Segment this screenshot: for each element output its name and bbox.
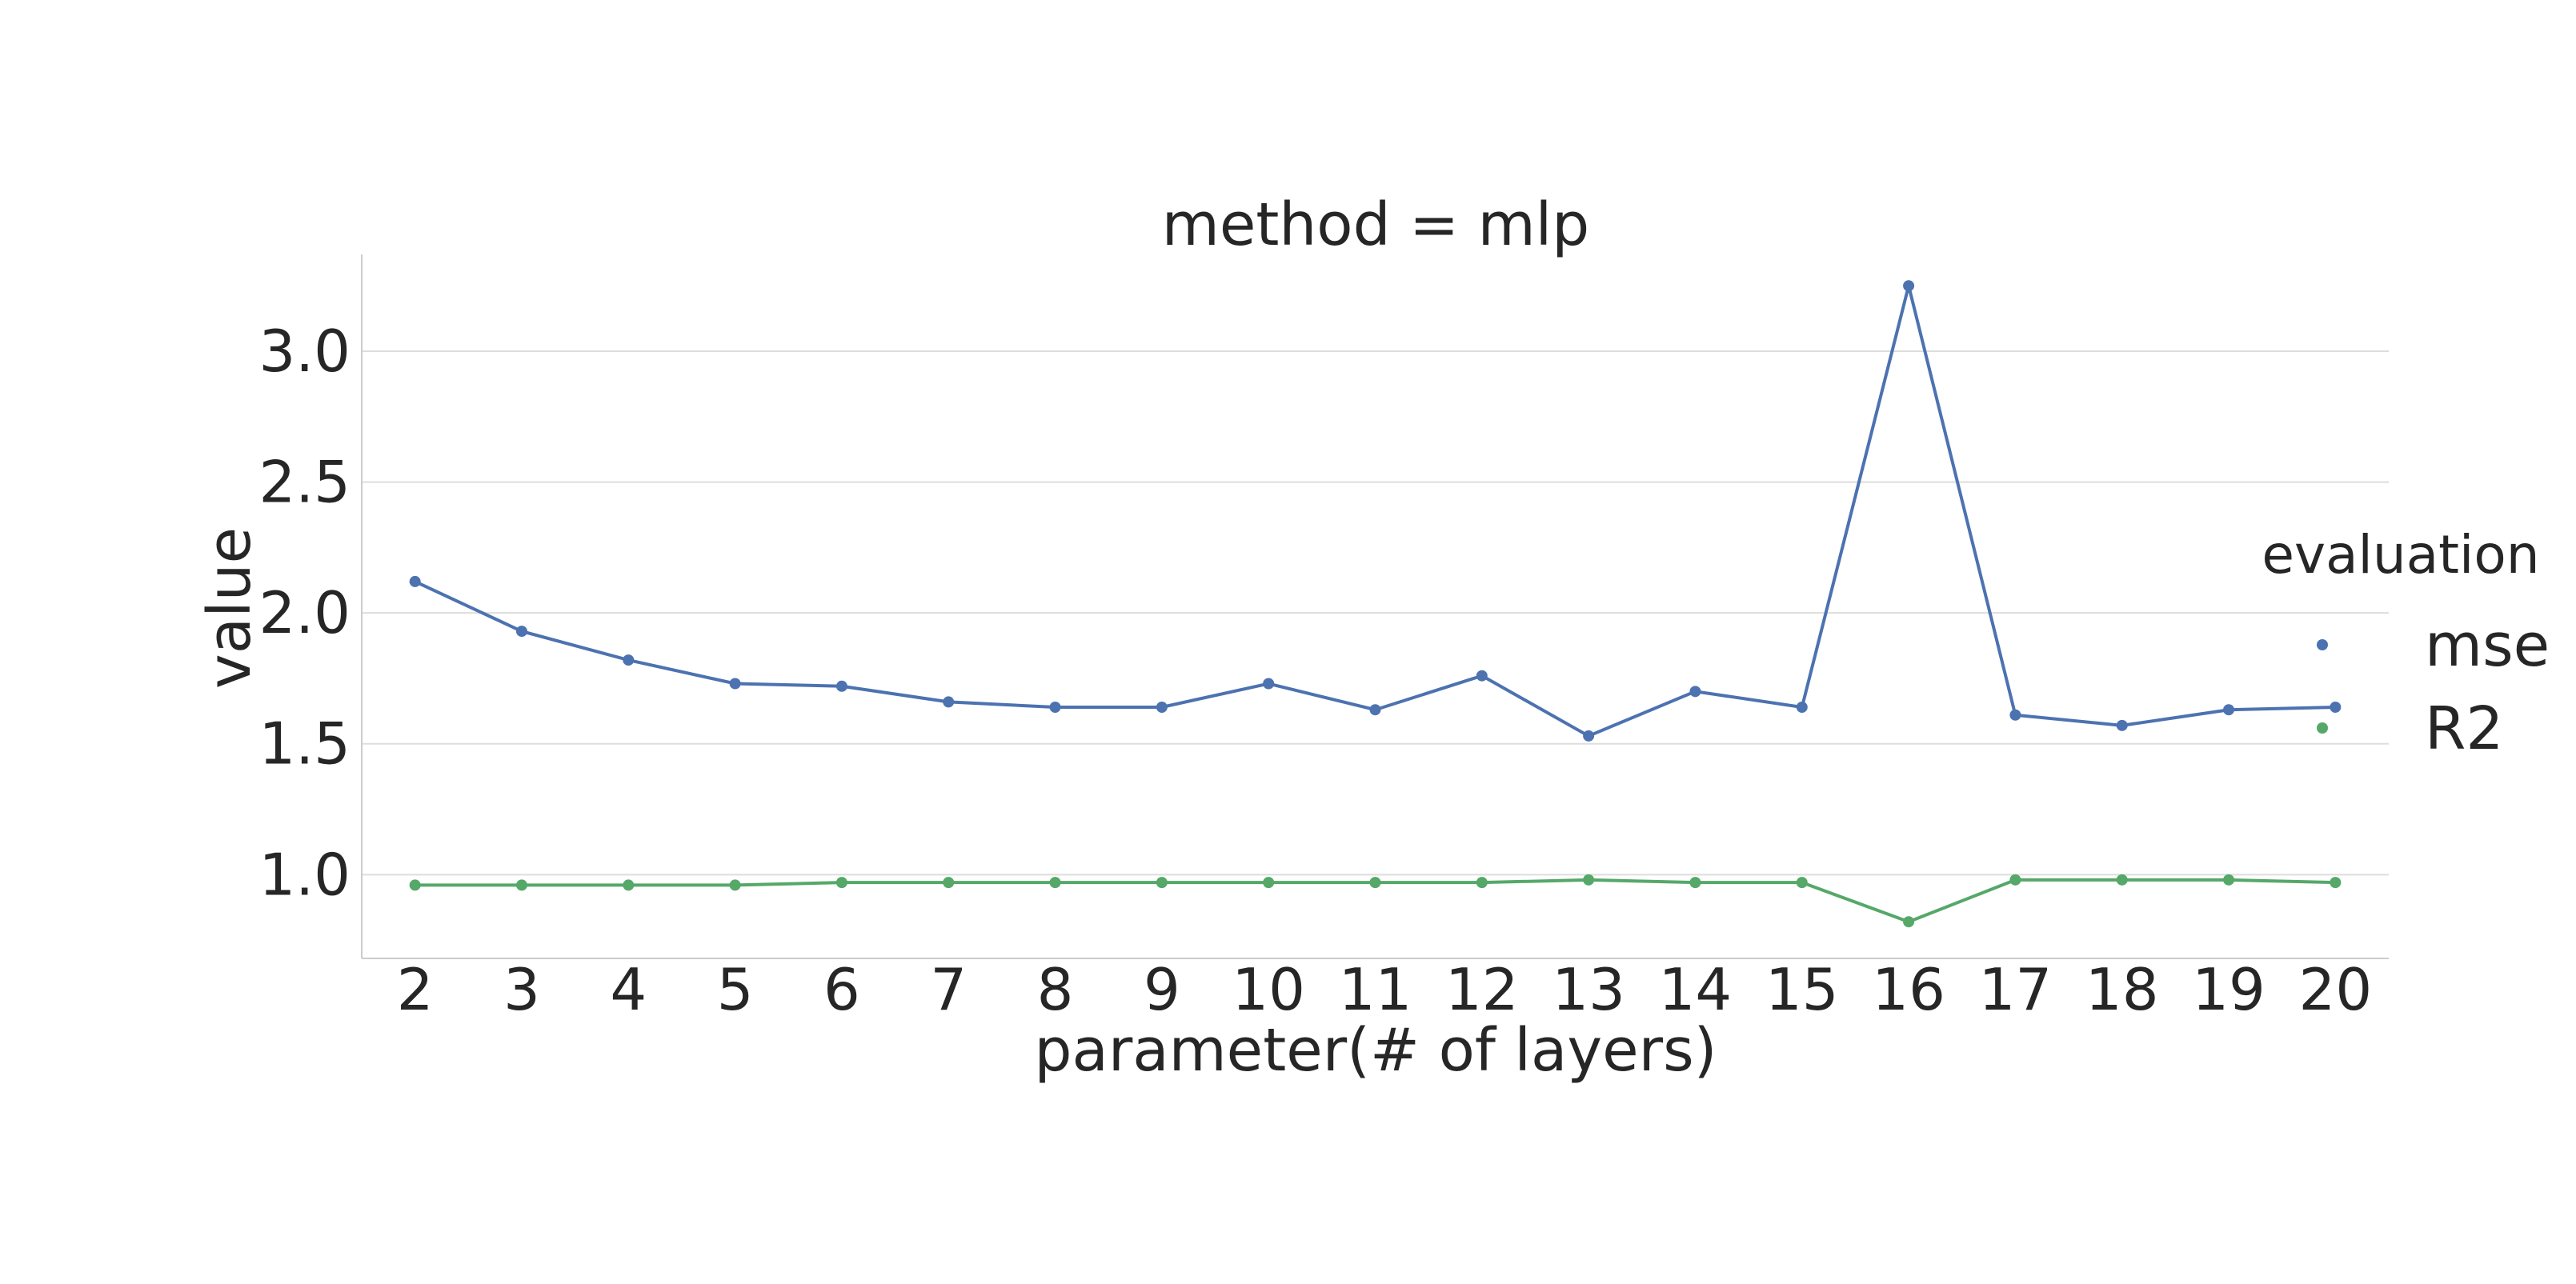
legend-title: evaluation (2262, 524, 2539, 586)
data-point-r2 (729, 879, 741, 891)
data-point-mse (1263, 678, 1275, 690)
y-tick-label: 1.0 (258, 841, 351, 908)
data-point-mse (729, 678, 741, 690)
data-point-r2 (835, 877, 847, 889)
y-tick-label: 3.0 (258, 318, 351, 385)
x-tick-label: 12 (1445, 956, 1519, 1023)
data-point-mse (515, 626, 527, 638)
x-tick-label: 10 (1232, 956, 1305, 1023)
chart-title: method = mlp (1162, 190, 1589, 259)
data-point-mse (1476, 670, 1488, 682)
series-r2 (409, 874, 2342, 928)
data-point-mse (1689, 686, 1701, 698)
data-point-r2 (1049, 877, 1061, 889)
legend-label-r2: R2 (2425, 694, 2504, 763)
data-point-r2 (1583, 874, 1595, 886)
y-axis-label: value (195, 527, 264, 689)
data-point-r2 (409, 879, 421, 891)
data-point-r2 (1903, 916, 1915, 928)
data-point-mse (1156, 701, 1168, 713)
series-line-mse (414, 285, 2336, 738)
data-point-r2 (623, 879, 635, 891)
legend-label-mse: mse (2425, 611, 2550, 680)
data-point-r2 (2009, 874, 2021, 886)
data-point-mse (1049, 701, 1061, 713)
data-point-r2 (1369, 877, 1381, 889)
data-point-r2 (1263, 877, 1275, 889)
x-tick-label: 8 (1037, 956, 1074, 1023)
x-tick-label: 5 (717, 956, 754, 1023)
data-point-mse (835, 680, 847, 692)
data-point-r2 (1156, 877, 1168, 889)
x-tick-label: 9 (1144, 956, 1180, 1023)
x-tick-label: 3 (503, 956, 540, 1023)
data-point-mse (1369, 704, 1381, 716)
x-tick-label: 20 (2299, 956, 2373, 1023)
axes-layer (361, 254, 2389, 959)
x-tick-label: 17 (1979, 956, 2053, 1023)
series-layer (409, 280, 2342, 928)
x-tick-label: 16 (1872, 956, 1945, 1023)
x-tick-label: 4 (610, 956, 647, 1023)
data-point-r2 (1476, 877, 1488, 889)
data-point-mse (2009, 709, 2021, 721)
data-point-mse (1903, 280, 1915, 292)
x-tick-label: 13 (1552, 956, 1625, 1023)
data-point-mse (2116, 719, 2128, 731)
x-tick-label: 2 (397, 956, 434, 1023)
data-point-mse (409, 575, 421, 587)
x-tick-label: 11 (1339, 956, 1412, 1023)
legend-marker-r2 (2317, 722, 2328, 734)
ticks-layer: 1.0 1.5 2.0 2.5 3.0 2 3 4 5 6 7 8 9 10 11 12 13 14 15 16 17 1… (258, 318, 2372, 1023)
data-point-r2 (2330, 877, 2342, 889)
legend-items: mse R2 (2317, 611, 2550, 763)
data-point-mse (943, 696, 955, 708)
x-tick-label: 18 (2085, 956, 2159, 1023)
data-point-mse (2223, 704, 2235, 716)
x-tick-label: 15 (1765, 956, 1839, 1023)
data-point-mse (1583, 730, 1595, 742)
data-point-r2 (2223, 874, 2235, 886)
y-tick-label: 2.5 (258, 449, 351, 516)
grid-layer (362, 350, 2389, 876)
legend: evaluation mse R2 (2262, 524, 2550, 763)
data-point-r2 (1689, 877, 1701, 889)
series-mse (409, 280, 2342, 742)
x-tick-label: 14 (1659, 956, 1733, 1023)
data-point-mse (1796, 701, 1808, 713)
x-tick-label: 7 (930, 956, 967, 1023)
legend-marker-mse (2317, 639, 2328, 650)
y-tick-label: 1.5 (258, 710, 351, 778)
data-point-r2 (943, 877, 955, 889)
y-tick-label: 2.0 (258, 579, 351, 646)
data-point-mse (623, 654, 635, 666)
data-point-r2 (2116, 874, 2128, 886)
x-tick-label: 19 (2192, 956, 2266, 1023)
data-point-r2 (515, 879, 527, 891)
x-tick-label: 6 (823, 956, 860, 1023)
data-point-mse (2330, 701, 2342, 713)
x-axis-label: parameter(# of layers) (1035, 1016, 1717, 1085)
data-point-r2 (1796, 877, 1808, 889)
